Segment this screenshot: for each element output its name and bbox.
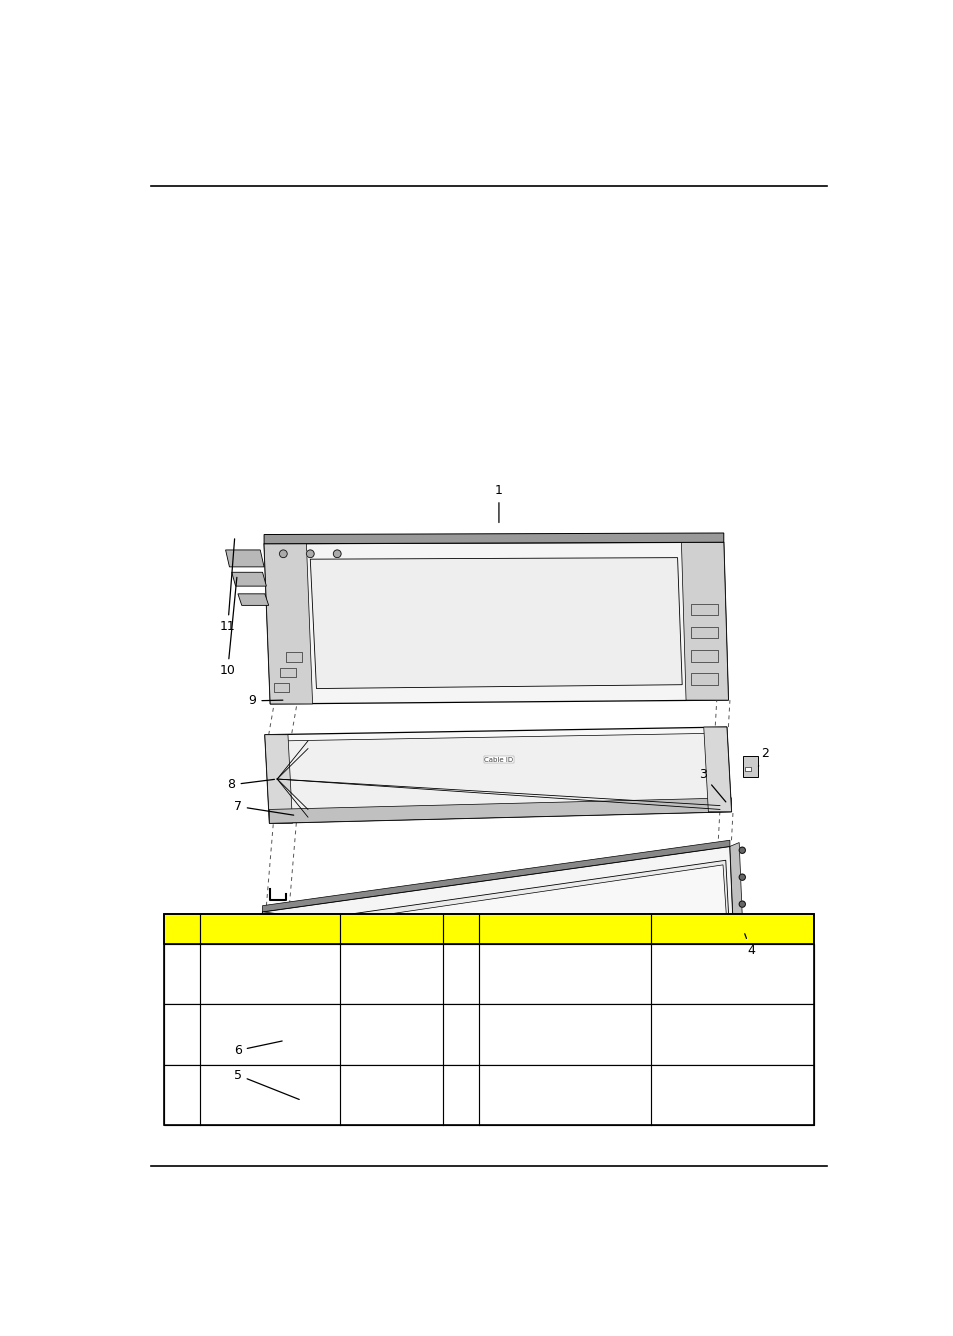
- Bar: [286, 652, 301, 661]
- Bar: [691, 651, 718, 661]
- Text: 5: 5: [233, 1069, 299, 1100]
- Polygon shape: [225, 550, 264, 566]
- Bar: [691, 627, 718, 639]
- Polygon shape: [310, 557, 681, 688]
- Polygon shape: [729, 843, 744, 993]
- Circle shape: [739, 874, 744, 880]
- Circle shape: [739, 900, 744, 907]
- Circle shape: [279, 550, 287, 557]
- Bar: [164, 914, 813, 1125]
- Bar: [691, 604, 718, 616]
- Text: Cable ID: Cable ID: [484, 756, 513, 763]
- Polygon shape: [268, 993, 736, 1065]
- Bar: [743, 767, 750, 771]
- Polygon shape: [262, 912, 298, 1062]
- Polygon shape: [680, 542, 728, 700]
- Bar: [280, 668, 295, 677]
- Bar: [164, 1005, 813, 1065]
- Polygon shape: [232, 572, 266, 587]
- Polygon shape: [269, 798, 731, 823]
- Polygon shape: [281, 733, 722, 815]
- Bar: [691, 673, 718, 684]
- Bar: [274, 683, 289, 692]
- Bar: [275, 974, 289, 985]
- Polygon shape: [237, 593, 269, 605]
- Polygon shape: [278, 864, 728, 1027]
- Text: 9: 9: [248, 695, 283, 707]
- Circle shape: [333, 550, 341, 557]
- Bar: [164, 914, 813, 945]
- Polygon shape: [265, 735, 293, 823]
- Circle shape: [306, 550, 314, 557]
- Text: 11: 11: [219, 538, 235, 633]
- Bar: [742, 756, 758, 778]
- Text: 10: 10: [219, 577, 236, 677]
- Polygon shape: [269, 860, 731, 1049]
- Text: 2: 2: [758, 747, 768, 767]
- Bar: [164, 1065, 813, 1125]
- Text: 8: 8: [228, 779, 274, 791]
- Circle shape: [296, 1096, 307, 1106]
- Bar: [164, 945, 813, 1005]
- Circle shape: [739, 929, 744, 934]
- Text: 6: 6: [233, 1041, 282, 1057]
- Text: 4: 4: [744, 934, 754, 957]
- Polygon shape: [264, 533, 723, 544]
- Polygon shape: [703, 727, 731, 812]
- Text: 3: 3: [699, 768, 725, 802]
- Polygon shape: [264, 544, 313, 704]
- Polygon shape: [264, 542, 728, 704]
- Circle shape: [739, 847, 744, 854]
- Text: 7: 7: [233, 800, 294, 815]
- Polygon shape: [262, 847, 736, 1062]
- Text: 1: 1: [495, 484, 502, 522]
- Polygon shape: [265, 727, 731, 823]
- Polygon shape: [262, 840, 729, 912]
